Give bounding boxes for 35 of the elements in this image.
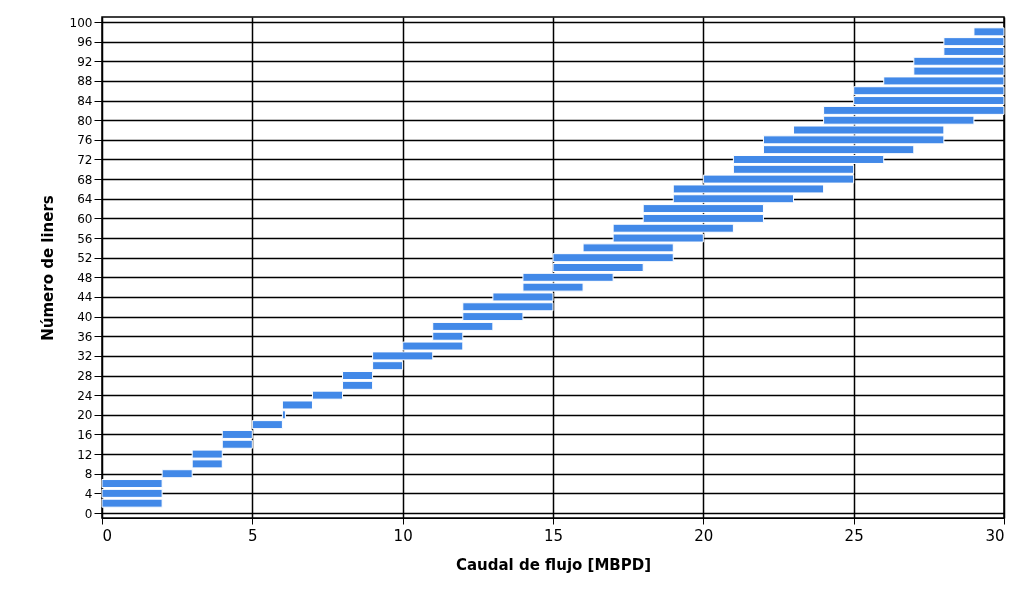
y-tick-label: 16 [77,427,93,442]
y-axis-title: Número de liners [38,195,57,341]
x-axis-title: Caudal de flujo [MBPD] [455,555,652,574]
y-tick-label: 36 [77,329,93,344]
y-tick-label: 60 [77,211,93,226]
y-tick-label: 32 [77,349,93,364]
y-tick-label: 84 [77,94,93,109]
x-tick-label: 20 [694,526,714,545]
y-tick-label: 40 [77,310,93,325]
y-tick-label: 88 [77,74,93,89]
x-tick-label: 25 [844,526,864,545]
y-tick-label: 68 [77,172,93,187]
y-tick-label: 100 [69,15,93,30]
y-tick-label: 20 [77,408,93,423]
y-tick-label: 52 [77,251,93,266]
y-tick-label: 64 [77,192,93,207]
y-tick-label: 12 [77,447,93,462]
x-tick-label: 5 [248,526,258,545]
x-tick-label: 15 [543,526,564,545]
y-tick-label: 0 [84,506,93,521]
x-tick-label: 0 [102,526,113,545]
x-tick-label: 10 [393,526,413,545]
x-tick-label: 30 [985,526,1005,545]
y-tick-label: 44 [77,290,93,305]
y-tick-label: 76 [77,133,93,148]
y-tick-label: 8 [84,467,93,482]
y-tick-label: 92 [77,54,93,69]
y-tick-label: 80 [77,113,93,128]
y-tick-label: 72 [77,152,93,167]
y-tick-label: 96 [77,35,93,50]
y-tick-label: 28 [77,369,93,384]
y-tick-label: 48 [77,270,93,285]
y-tick-label: 4 [84,486,93,501]
y-tick-label: 24 [77,388,93,403]
y-tick-label: 56 [77,231,93,246]
